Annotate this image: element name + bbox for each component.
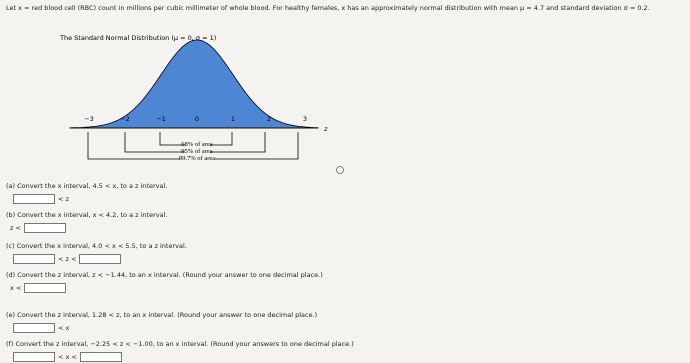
answer-box[interactable]: [13, 352, 55, 362]
intro: Let x = red blood cell (RBC) count in mi…: [6, 4, 650, 12]
answer-text: < z <: [58, 255, 77, 263]
answer-box[interactable]: [13, 323, 55, 333]
question-text: Convert the x interval, 4.0 < x < 5.5, t…: [16, 242, 187, 250]
tick-label: 0: [195, 115, 199, 123]
question-text: Convert the z interval, z < −1.44, to an…: [17, 271, 323, 279]
answer-box[interactable]: [13, 194, 55, 204]
figure: The Standard Normal Distribution (μ = 0,…: [59, 34, 344, 174]
tick-label: −1: [156, 115, 166, 123]
part-label: (c): [6, 242, 15, 250]
answer-text: < x <: [58, 353, 77, 361]
part-label: (a): [6, 182, 16, 190]
part-label: (d): [6, 271, 16, 279]
answer-box[interactable]: [79, 254, 122, 264]
answer-box[interactable]: [23, 223, 66, 233]
axis-label: z: [323, 125, 328, 133]
question-text: Convert the x interval, 4.5 < x, to a z …: [17, 182, 168, 190]
tick-label: −3: [84, 115, 94, 123]
answer-text: z <: [10, 224, 21, 232]
part-label: (b): [6, 211, 16, 219]
question: (d) Convert the z interval, z < −1.44, t…: [6, 271, 323, 279]
tick-label: −2: [120, 115, 130, 123]
brackets: [87, 132, 299, 160]
question: (f) Convert the z interval, −2.25 < z < …: [6, 340, 354, 348]
answer-box[interactable]: [24, 283, 67, 293]
answer-row: x <: [10, 283, 69, 293]
part-label: (f): [6, 340, 14, 348]
question: (b) Convert the x interval, x < 4.2, to …: [6, 211, 167, 219]
question: (a) Convert the x interval, 4.5 < x, to …: [6, 182, 167, 190]
question: (c) Convert the x interval, 4.0 < x < 5.…: [6, 242, 187, 250]
answer-text: < x: [58, 324, 70, 332]
bracket-label: 99.7% of area: [179, 155, 215, 162]
answer-row: z <: [10, 223, 69, 233]
normal-curve: [69, 39, 319, 129]
question-text: Convert the z interval, 1.28 < z, to an …: [17, 311, 318, 319]
bracket-label: 95% of area: [181, 148, 213, 155]
answer-box[interactable]: [79, 352, 122, 362]
answer-text: < z: [58, 195, 69, 203]
tick-label: 1: [231, 115, 235, 123]
answer-row: < z <: [10, 254, 124, 264]
question: (e) Convert the z interval, 1.28 < z, to…: [6, 311, 317, 319]
answer-box[interactable]: [13, 254, 55, 264]
question-text: Convert the z interval, −2.25 < z < −1.0…: [15, 340, 354, 348]
tick-label: 2: [267, 115, 271, 123]
part-label: (e): [6, 311, 16, 319]
tick-label: 3: [303, 115, 307, 123]
answer-text: x <: [10, 284, 22, 292]
answer-row: < z: [10, 194, 69, 204]
info-icon[interactable]: [336, 166, 344, 174]
figure-title: The Standard Normal Distribution (μ = 0,…: [59, 34, 216, 42]
bracket-label: 68% of area: [181, 141, 213, 148]
answer-row: < x <: [10, 352, 125, 362]
question-text: Convert the x interval, x < 4.2, to a z …: [17, 211, 168, 219]
answer-row: < x: [10, 323, 69, 333]
